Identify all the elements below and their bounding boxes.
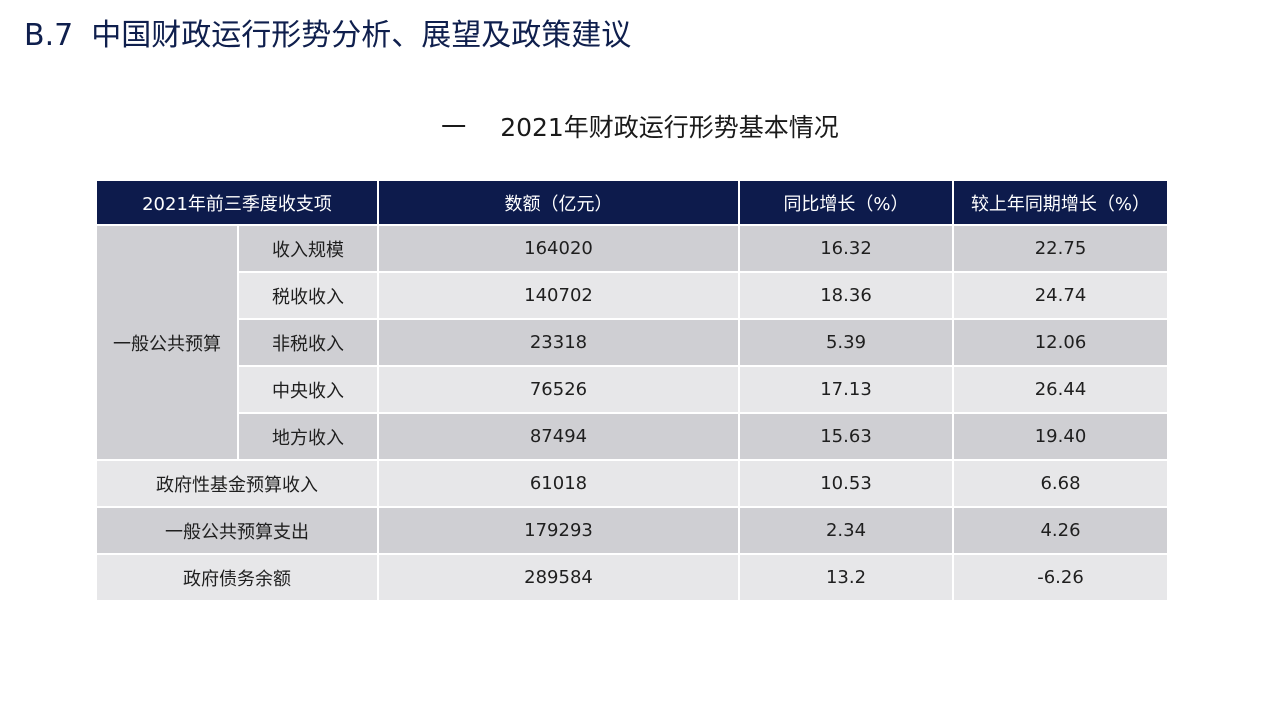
slide-title-text: 中国财政运行形势分析、展望及政策建议	[91, 18, 632, 53]
vs-last-cell: 6.68	[954, 461, 1167, 506]
table-row: 政府债务余额 289584 13.2 -6.26	[97, 555, 1167, 600]
column-header-item: 2021年前三季度收支项	[97, 181, 377, 224]
table-row: 税收收入 140702 18.36 24.74	[97, 273, 1167, 318]
slide-code: B.7	[24, 18, 74, 53]
column-header-vs-last-year: 较上年同期增长（%）	[954, 181, 1167, 224]
table-header-row: 2021年前三季度收支项 数额（亿元） 同比增长（%） 较上年同期增长（%）	[97, 181, 1167, 224]
vs-last-cell: 24.74	[954, 273, 1167, 318]
table-row: 地方收入 87494 15.63 19.40	[97, 414, 1167, 459]
row-label: 政府债务余额	[97, 555, 377, 600]
yoy-cell: 5.39	[740, 320, 952, 365]
table-row: 一般公共预算 收入规模 164020 16.32 22.75	[97, 226, 1167, 459]
amount-cell: 289584	[379, 555, 738, 600]
yoy-cell: 18.36	[740, 273, 952, 318]
table-row: 一般公共预算支出 179293 2.34 4.26	[97, 508, 1167, 553]
vs-last-cell: 12.06	[954, 320, 1167, 365]
section-heading: 一 2021年财政运行形势基本情况	[0, 110, 1280, 146]
amount-cell: 23318	[379, 320, 738, 365]
amount-cell: 76526	[379, 367, 738, 412]
yoy-cell: 2.34	[740, 508, 952, 553]
amount-cell: 140702	[379, 273, 738, 318]
vs-last-cell: -6.26	[954, 555, 1167, 600]
table-row: 中央收入 76526 17.13 26.44	[97, 367, 1167, 412]
vs-last-cell: 26.44	[954, 367, 1167, 412]
column-header-yoy: 同比增长（%）	[740, 181, 952, 224]
table-row: 非税收入 23318 5.39 12.06	[97, 320, 1167, 365]
fiscal-table: 2021年前三季度收支项 数额（亿元） 同比增长（%） 较上年同期增长（%） 一…	[95, 179, 1169, 602]
row-label: 收入规模	[239, 226, 377, 271]
yoy-cell: 17.13	[740, 367, 952, 412]
row-label: 中央收入	[239, 367, 377, 412]
row-label: 非税收入	[239, 320, 377, 365]
amount-cell: 61018	[379, 461, 738, 506]
row-label: 税收收入	[239, 273, 377, 318]
row-label: 地方收入	[239, 414, 377, 459]
group-label: 一般公共预算	[97, 226, 237, 459]
vs-last-cell: 22.75	[954, 226, 1167, 271]
yoy-cell: 16.32	[740, 226, 952, 271]
row-label: 一般公共预算支出	[97, 508, 377, 553]
table-row: 政府性基金预算收入 61018 10.53 6.68	[97, 461, 1167, 506]
amount-cell: 164020	[379, 226, 738, 271]
page-title: B.7 中国财政运行形势分析、展望及政策建议	[24, 16, 631, 56]
yoy-cell: 13.2	[740, 555, 952, 600]
yoy-cell: 15.63	[740, 414, 952, 459]
section-number: 一	[441, 113, 467, 142]
section-title: 2021年财政运行形势基本情况	[500, 113, 839, 142]
row-label: 政府性基金预算收入	[97, 461, 377, 506]
vs-last-cell: 19.40	[954, 414, 1167, 459]
amount-cell: 87494	[379, 414, 738, 459]
yoy-cell: 10.53	[740, 461, 952, 506]
column-header-amount: 数额（亿元）	[379, 181, 738, 224]
vs-last-cell: 4.26	[954, 508, 1167, 553]
amount-cell: 179293	[379, 508, 738, 553]
